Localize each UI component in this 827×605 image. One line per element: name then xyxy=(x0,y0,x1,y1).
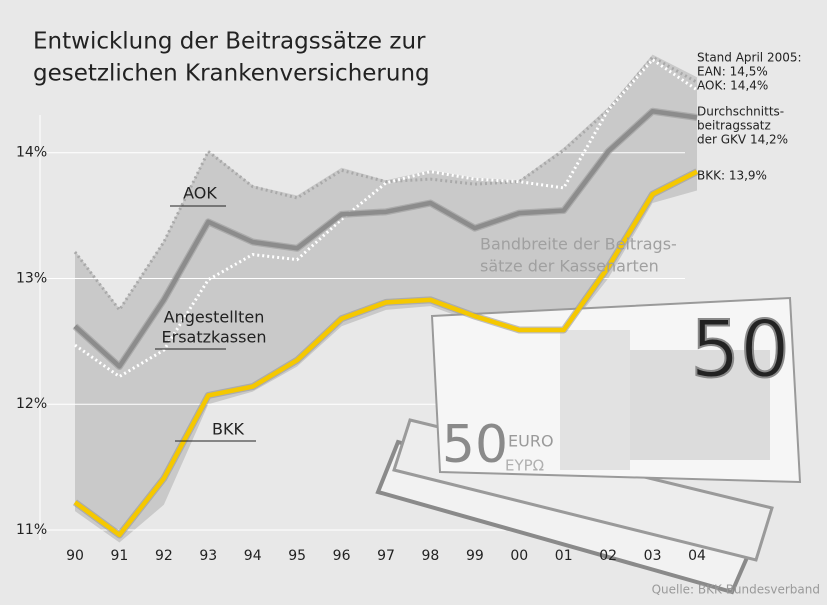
banknote-denomination: 50 xyxy=(442,415,508,475)
x-tick-label: 99 xyxy=(466,548,484,564)
series-label: Angestellten xyxy=(164,308,265,327)
band-label: sätze der Kassenarten xyxy=(480,257,659,276)
annotation: BKK: 13,9% xyxy=(697,169,767,183)
x-tick-label: 98 xyxy=(422,548,440,564)
x-tick-label: 02 xyxy=(599,548,617,564)
x-tick-label: 00 xyxy=(510,548,528,564)
x-tick-label: 95 xyxy=(288,548,306,564)
banknote-denomination: 50 xyxy=(690,305,789,395)
chart-title: gesetzlichen Krankenversicherung xyxy=(33,61,430,87)
series-label: beitragssatz xyxy=(697,119,771,133)
x-tick-label: 04 xyxy=(688,548,706,564)
series-label: Ersatzkassen xyxy=(162,328,267,347)
chart: 50 50 EURO ΕΥΡΩ Entwicklung der Beitrags… xyxy=(0,0,827,605)
banknotes: 50 50 EURO ΕΥΡΩ xyxy=(378,298,800,592)
y-tick-label: 13% xyxy=(16,270,47,286)
series-label: Durchschnitts- xyxy=(697,105,784,119)
banknote-currency-greek: ΕΥΡΩ xyxy=(505,457,544,475)
annotation: EAN: 14,5% xyxy=(697,65,768,79)
x-tick-label: 03 xyxy=(644,548,662,564)
x-tick-label: 90 xyxy=(66,548,84,564)
series-label: BKK xyxy=(212,420,244,439)
x-tick-label: 92 xyxy=(155,548,173,564)
series-label: AOK xyxy=(183,184,217,203)
annotation: AOK: 14,4% xyxy=(697,79,768,93)
y-tick-label: 11% xyxy=(16,522,47,538)
y-tick-label: 12% xyxy=(16,396,47,412)
x-tick-label: 91 xyxy=(111,548,129,564)
x-tick-label: 93 xyxy=(199,548,217,564)
banknote-currency: EURO xyxy=(508,432,554,451)
x-tick-label: 96 xyxy=(333,548,351,564)
x-tick-label: 94 xyxy=(244,548,262,564)
source: Quelle: BKK Bundesverband xyxy=(652,583,820,597)
y-tick-label: 14% xyxy=(16,145,47,161)
band-label: Bandbreite der Beitrags- xyxy=(480,235,677,254)
banknote-arch xyxy=(560,330,630,470)
annotation: Stand April 2005: xyxy=(697,51,802,65)
series-label: der GKV 14,2% xyxy=(697,133,788,147)
x-tick-label: 97 xyxy=(377,548,395,564)
chart-title: Entwicklung der Beitragssätze zur xyxy=(33,29,426,55)
x-tick-label: 01 xyxy=(555,548,573,564)
